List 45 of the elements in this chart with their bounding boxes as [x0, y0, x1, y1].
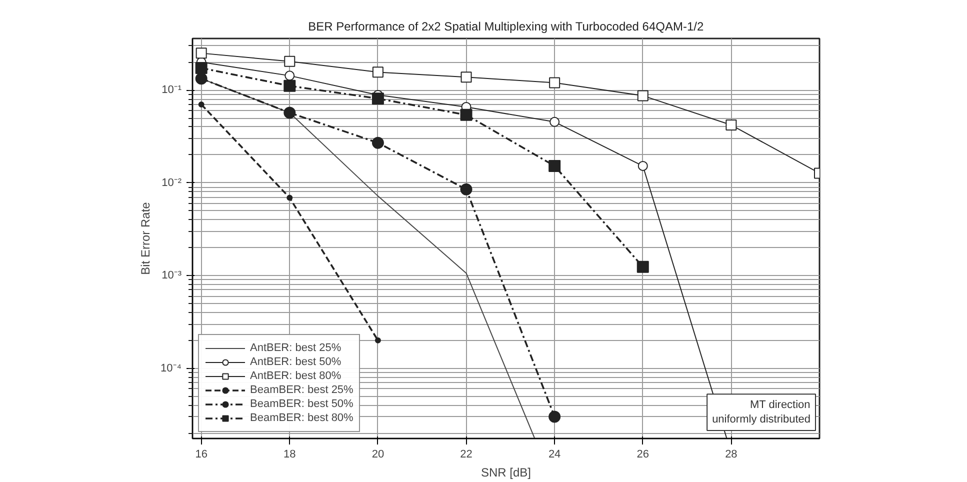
y-axis-title: Bit Error Rate — [138, 202, 153, 275]
x-tick-label: 18 — [284, 448, 296, 460]
point — [284, 80, 296, 92]
point — [726, 120, 737, 131]
point — [549, 77, 560, 88]
x-tick-label: 24 — [548, 448, 561, 460]
point — [548, 410, 561, 423]
point — [548, 160, 561, 172]
point — [637, 90, 648, 102]
point — [460, 183, 472, 196]
chart-title: BER Performance of 2x2 Spatial Multiplexing with Turbocoded 64QAM-1/2 — [308, 20, 704, 34]
point — [374, 337, 381, 344]
point — [636, 260, 649, 273]
y-tick-label: 10⁻² — [162, 176, 182, 189]
point — [284, 106, 296, 119]
point — [372, 92, 384, 105]
legend-label: AntBER: best 80% — [250, 369, 342, 383]
x-tick-label: 16 — [195, 448, 208, 460]
point — [460, 72, 472, 83]
point — [372, 136, 384, 149]
x-tick-label: 22 — [460, 448, 472, 460]
annotation: MT direction uniformly distributed — [712, 399, 811, 426]
point — [284, 70, 295, 81]
x-tick-label: 28 — [725, 448, 738, 460]
point — [195, 62, 208, 74]
point — [638, 160, 648, 171]
point — [196, 48, 207, 59]
x-axis-title: SNR [dB] — [480, 466, 532, 480]
point — [284, 56, 296, 67]
x-tick-label: 20 — [372, 448, 384, 460]
point — [550, 116, 560, 127]
y-tick-label: 10⁻³ — [162, 270, 182, 282]
legend-label: AntBER: best 25% — [250, 341, 342, 355]
y-tick-label: 10⁻⁴ — [160, 362, 182, 374]
legend-label: BeamBER: best 50% — [250, 397, 354, 411]
point — [372, 66, 384, 78]
x-tick-label: 26 — [636, 448, 650, 460]
point — [286, 194, 293, 201]
point — [195, 72, 208, 85]
point — [460, 108, 472, 121]
legend-label: BeamBER: best 80% — [250, 411, 354, 425]
legend-label: BeamBER: best 25% — [250, 383, 354, 397]
y-tick-label: 10⁻¹ — [162, 84, 182, 96]
legend-label: AntBER: best 50% — [250, 355, 342, 369]
point — [198, 101, 204, 108]
